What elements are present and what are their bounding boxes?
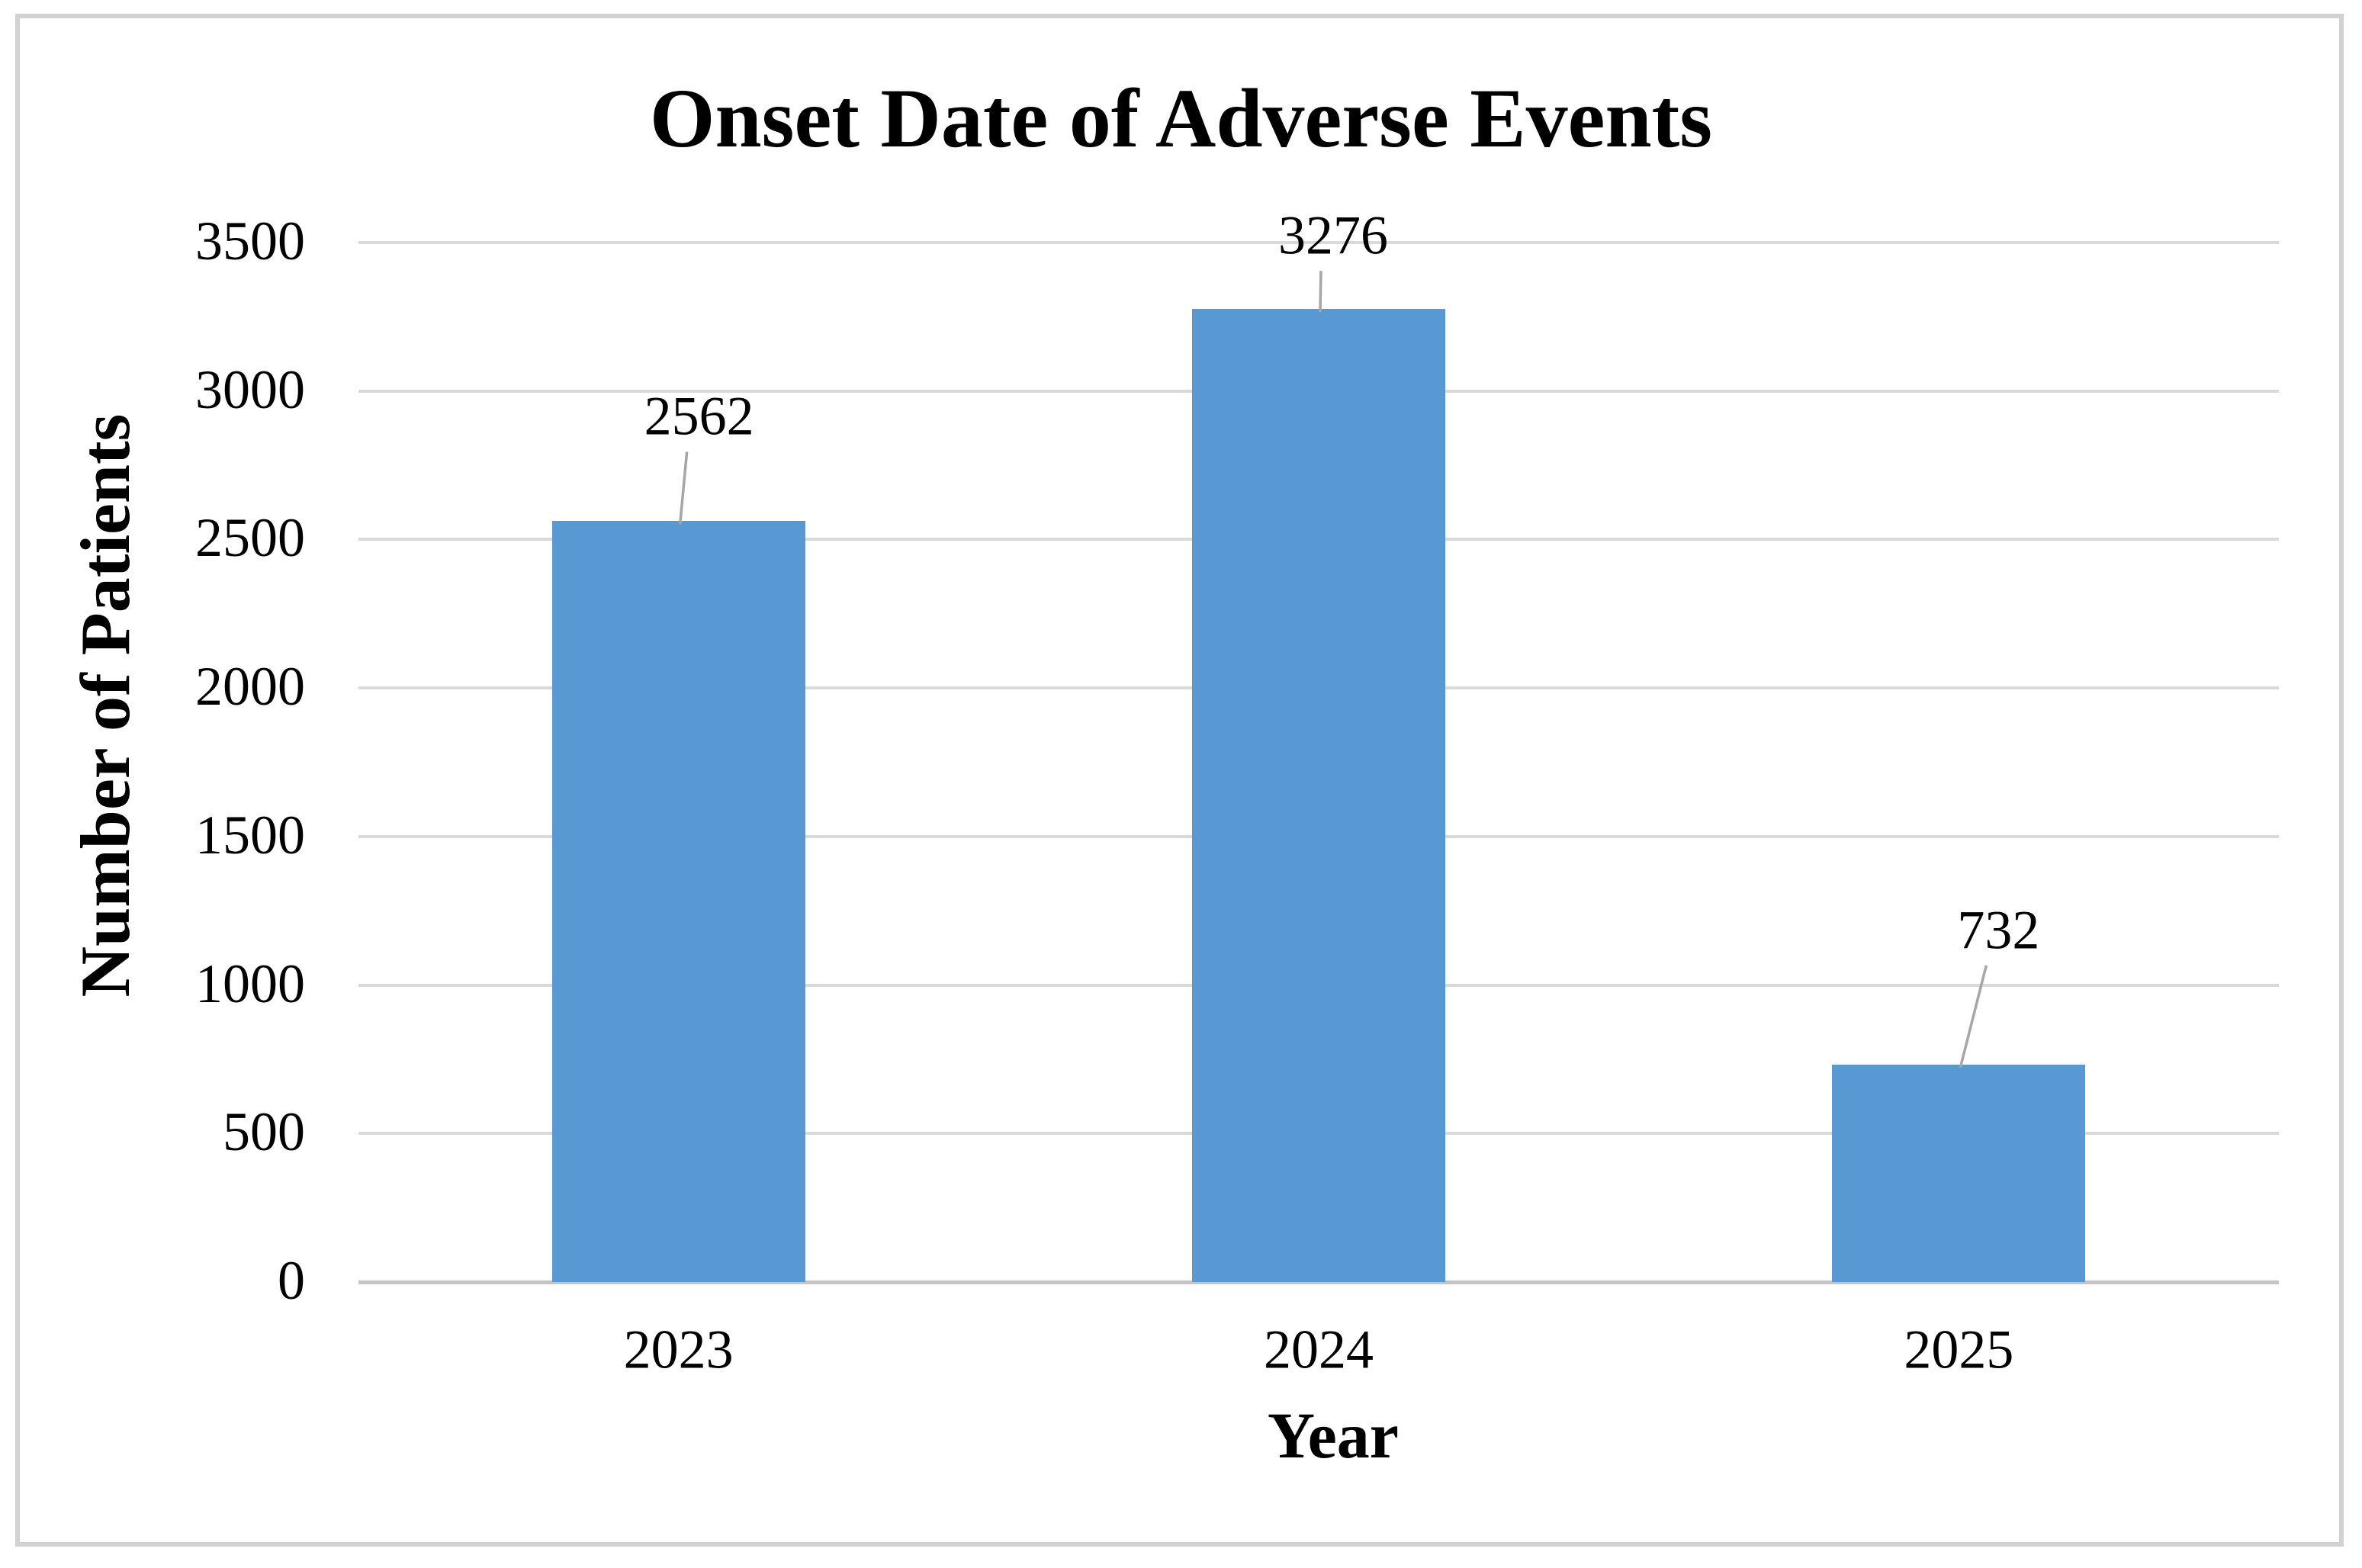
y-tick-label: 2000 <box>195 655 305 717</box>
data-label-2025: 732 <box>1957 899 2040 961</box>
x-axis-title: Year <box>1268 1399 1399 1472</box>
bar-2025 <box>1832 1064 2086 1282</box>
y-tick-label: 2500 <box>195 507 305 569</box>
x-tick-label: 2023 <box>623 1319 734 1380</box>
chart-frame-border <box>15 14 2344 1547</box>
x-tick-label: 2024 <box>1264 1319 1374 1380</box>
gridline-3500 <box>358 241 2279 244</box>
y-tick-label: 1500 <box>195 804 305 866</box>
y-tick-label: 3500 <box>195 210 305 272</box>
x-tick-label: 2025 <box>1904 1319 2014 1380</box>
y-tick-label: 0 <box>278 1249 305 1311</box>
bar-2023 <box>551 521 805 1282</box>
x-axis-baseline <box>358 1280 2279 1284</box>
bar-2024 <box>1192 309 1445 1282</box>
y-axis-title: Number of Patients <box>66 413 144 998</box>
data-label-2023: 2562 <box>644 385 754 447</box>
y-tick-label: 500 <box>223 1101 305 1163</box>
chart-title: Onset Date of Adverse Events <box>649 72 1713 165</box>
data-label-2024: 3276 <box>1278 204 1388 266</box>
y-tick-label: 3000 <box>195 358 305 420</box>
y-tick-label: 1000 <box>195 953 305 1014</box>
